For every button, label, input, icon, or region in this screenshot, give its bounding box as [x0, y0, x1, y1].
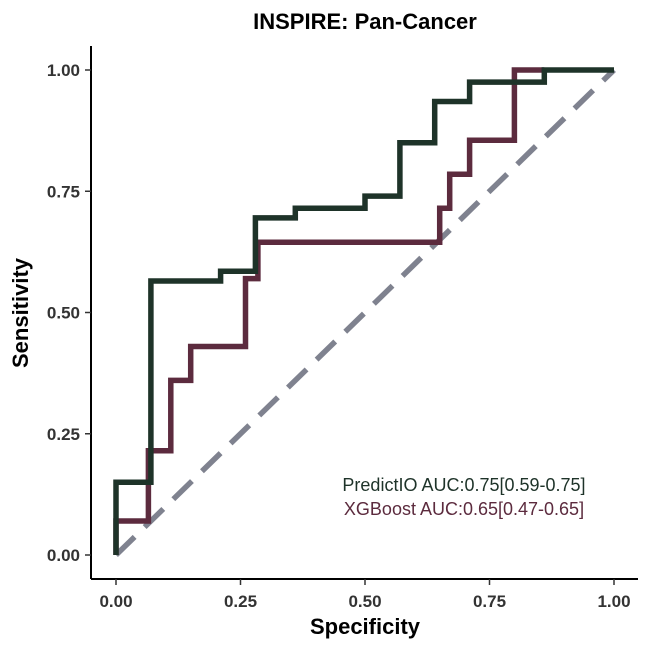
annotations: PredictIO AUC:0.75[0.59-0.75] XGBoost AUC… [342, 475, 585, 519]
y-axis-title: Sensitivity [8, 257, 33, 368]
chart-title: INSPIRE: Pan-Cancer [253, 9, 477, 34]
series-line [113, 67, 614, 555]
series-line [113, 67, 545, 555]
x-tick-label: 0.00 [99, 592, 132, 611]
reference-diagonal [114, 68, 616, 557]
axes: 0.00 0.25 0.50 0.75 1.00 0.00 0.25 0.50 0.75 1.00 [47, 46, 638, 611]
y-tick-label: 0.50 [47, 304, 80, 323]
x-axis-title: Specificity [310, 614, 421, 639]
auc-annotation: PredictIO AUC:0.75[0.59-0.75] [342, 475, 585, 495]
y-tick-label: 1.00 [47, 61, 80, 80]
x-tick-label: 0.50 [348, 592, 381, 611]
reference-line [114, 68, 616, 557]
x-tick-label: 1.00 [597, 592, 630, 611]
x-tick-label: 0.75 [473, 592, 506, 611]
series-layer [113, 67, 614, 555]
y-tick-label: 0.25 [47, 425, 80, 444]
y-tick-label: 0.00 [47, 546, 80, 565]
auc-annotation: XGBoost AUC:0.65[0.47-0.65] [344, 499, 584, 519]
x-tick-label: 0.25 [224, 592, 257, 611]
y-tick-label: 0.75 [47, 182, 80, 201]
